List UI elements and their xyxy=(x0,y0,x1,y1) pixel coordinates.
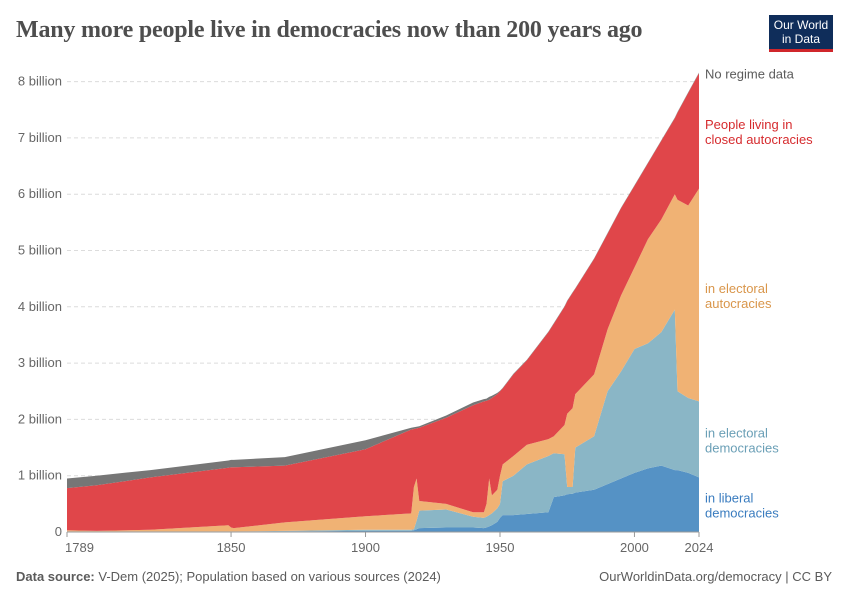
logo-text: Our World in Data xyxy=(773,18,829,46)
y-tick-label: 6 billion xyxy=(18,186,62,201)
source-text: V-Dem (2025); Population based on variou… xyxy=(94,569,441,584)
series-labels: in liberal democracies in electoral democra… xyxy=(705,67,813,521)
chart-title: Many more people live in democracies now… xyxy=(16,17,643,43)
footer-link[interactable]: OurWorldinData.org/democracy | CC BY xyxy=(599,569,832,584)
series-label: in liberal democracies xyxy=(705,491,779,521)
x-tick-label: 1789 xyxy=(65,540,94,555)
y-tick-label: 8 billion xyxy=(18,74,62,89)
y-tick-label: 0 xyxy=(55,524,62,539)
series-label: No regime data xyxy=(705,67,795,82)
y-tick-label: 4 billion xyxy=(18,299,62,314)
x-tick-label: 1900 xyxy=(351,540,380,555)
y-tick-label: 7 billion xyxy=(18,130,62,145)
x-tick-label: 2024 xyxy=(685,540,714,555)
x-tick-label: 1850 xyxy=(217,540,246,555)
area-in-electoral-autocracies xyxy=(67,188,699,532)
source-label: Data source: xyxy=(16,569,95,584)
x-tick-label: 2000 xyxy=(620,540,649,555)
series-label: in electoral democracies xyxy=(705,425,779,455)
x-tick-label: 1950 xyxy=(486,540,515,555)
series-label: in electoral autocracies xyxy=(705,281,772,311)
axes: 0 1 billion 2 billion 3 billion 4 billion 5 b… xyxy=(18,74,714,555)
y-tick-label: 2 billion xyxy=(18,411,62,426)
area-people-living-in-closed-autocracies xyxy=(67,73,699,531)
y-tick-label: 3 billion xyxy=(18,355,62,370)
stacked-area-chart: 0 1 billion 2 billion 3 billion 4 billion 5 b… xyxy=(18,67,813,555)
series-label: People living in closed autocracies xyxy=(705,117,813,147)
y-tick-label: 5 billion xyxy=(18,243,62,258)
area-in-liberal-democracies xyxy=(67,465,699,532)
area-in-electoral-democracies xyxy=(67,309,699,532)
y-tick-label: 1 billion xyxy=(18,468,62,483)
data-source: Data source: V-Dem (2025); Population ba… xyxy=(16,569,441,584)
owid-logo[interactable]: Our World in Data xyxy=(769,15,833,52)
area-series xyxy=(67,72,699,532)
